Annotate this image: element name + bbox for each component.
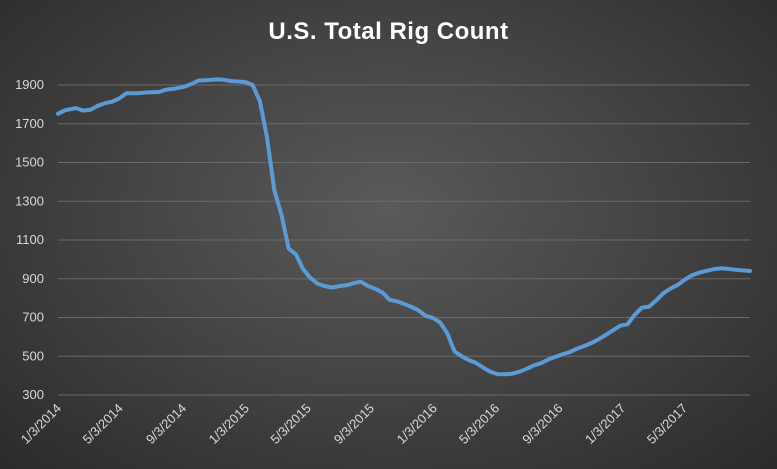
x-axis-ticks: 1/3/2014 5/3/2014 9/3/2014 1/3/2015 5/3/2015…: [18, 401, 690, 447]
series-line-rig-count: [56, 77, 752, 377]
series-layer: [56, 77, 752, 377]
x-tick-label: 9/3/2014: [143, 401, 189, 447]
x-tick-label: 9/3/2015: [331, 401, 377, 447]
gridlines: [58, 84, 750, 396]
x-tick-label: 1/3/2016: [394, 401, 440, 447]
y-tick-label: 500: [22, 348, 44, 363]
chart-title: U.S. Total Rig Count: [268, 18, 509, 45]
x-tick-label: 1/3/2014: [18, 401, 64, 447]
x-tick-label: 1/3/2017: [582, 401, 628, 447]
x-tick-label: 9/3/2016: [519, 401, 565, 447]
x-tick-label: 5/3/2014: [80, 401, 126, 447]
y-tick-label: 700: [22, 310, 44, 325]
y-tick-label: 1900: [15, 77, 44, 92]
y-tick-label: 1300: [15, 193, 44, 208]
x-tick-label: 5/3/2017: [644, 401, 690, 447]
y-tick-label: 300: [22, 387, 44, 402]
y-tick-label: 1100: [16, 232, 44, 247]
y-axis-ticks: 300 500 700 900 1100 1300 1500 1700 1900: [15, 77, 44, 402]
y-tick-label: 1700: [15, 116, 44, 131]
y-tick-label: 1500: [15, 155, 44, 170]
x-tick-label: 1/3/2015: [206, 401, 252, 447]
x-tick-label: 5/3/2015: [267, 401, 313, 447]
y-tick-label: 900: [22, 271, 44, 286]
x-tick-label: 5/3/2016: [456, 401, 502, 447]
